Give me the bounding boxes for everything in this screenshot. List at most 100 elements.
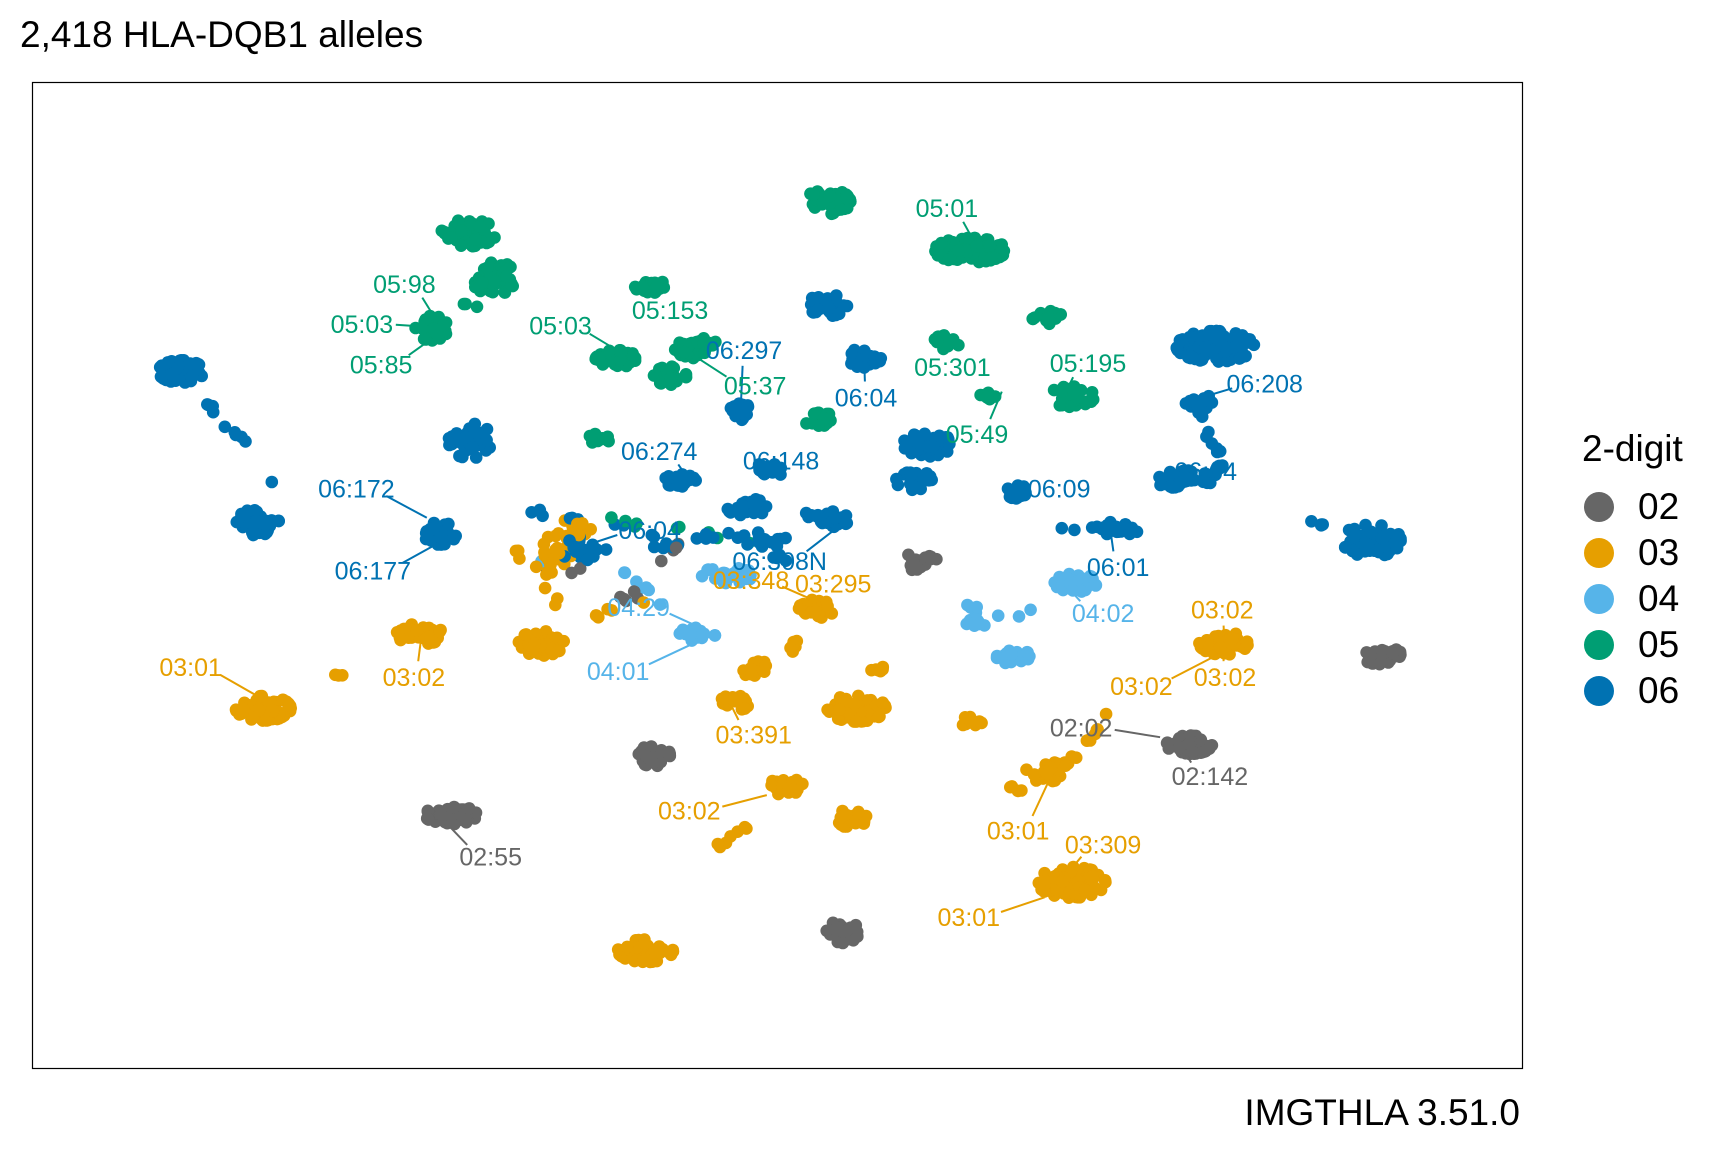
allele-point-03	[852, 805, 865, 819]
allele-point-05	[469, 233, 482, 246]
allele-point-06	[1235, 342, 1248, 356]
allele-point-06	[754, 459, 768, 472]
allele-point-02	[655, 554, 668, 568]
allele-point-03	[663, 946, 676, 959]
allele-point-03	[519, 628, 533, 641]
allele-point-05	[445, 231, 459, 244]
allele-point-05	[470, 300, 484, 314]
allele-point-06	[706, 531, 720, 544]
allele-point-03	[792, 602, 806, 615]
allele-point-06	[926, 440, 940, 453]
allele-point-06	[1011, 479, 1025, 492]
allele-label: 03:391	[715, 721, 791, 749]
allele-point-06	[822, 301, 836, 315]
allele-label: 06:208	[1226, 371, 1302, 399]
allele-point-05	[636, 280, 649, 294]
allele-point-05	[601, 430, 614, 444]
allele-point-05	[970, 240, 983, 253]
allele-label: 03:02	[1191, 597, 1254, 625]
allele-label: 06:04	[835, 385, 898, 413]
allele-point-03	[711, 837, 725, 851]
allele-point-02	[642, 752, 655, 765]
allele-point-03	[1088, 727, 1102, 741]
allele-point-04	[702, 563, 715, 576]
allele-point-05	[1055, 384, 1069, 398]
allele-point-04	[630, 575, 643, 588]
allele-point-06	[1219, 341, 1232, 354]
allele-point-06	[891, 478, 905, 492]
allele-label: 05:03	[331, 311, 394, 339]
allele-point-03	[620, 940, 634, 954]
legend-key-dot	[1584, 584, 1614, 614]
allele-point-06	[1233, 351, 1247, 365]
allele-point-02	[849, 918, 863, 932]
allele-label: 02:142	[1172, 763, 1248, 791]
allele-point-03	[552, 547, 566, 560]
allele-point-03	[872, 710, 885, 724]
allele-point-04	[708, 629, 722, 642]
allele-point-06	[1068, 523, 1081, 537]
allele-point-03	[605, 604, 618, 617]
allele-point-06	[1339, 541, 1352, 554]
allele-point-05	[427, 322, 440, 336]
allele-point-02	[627, 585, 641, 598]
allele-point-05	[488, 274, 501, 288]
allele-point-03	[727, 693, 740, 706]
allele-point-05	[942, 253, 955, 267]
allele-label: 03:02	[1194, 664, 1257, 692]
allele-label: 03:01	[159, 654, 222, 682]
label-leader-line	[385, 495, 428, 519]
allele-point-04	[723, 571, 736, 584]
allele-point-03	[1098, 874, 1112, 887]
legend-key-dot	[1584, 492, 1614, 522]
allele-point-06	[737, 407, 750, 421]
allele-label: 03:02	[1110, 673, 1173, 701]
allele-point-05	[825, 207, 838, 221]
allele-point-06	[480, 433, 493, 447]
allele-label: 05:98	[373, 271, 436, 299]
allele-point-06	[905, 446, 918, 460]
allele-point-02	[645, 740, 658, 753]
allele-point-03	[410, 624, 424, 638]
allele-point-04	[695, 627, 709, 641]
legend-item-05: 05	[1582, 622, 1683, 668]
allele-point-06	[1110, 525, 1124, 539]
allele-point-04	[1012, 610, 1026, 623]
allele-point-05	[678, 345, 691, 359]
allele-point-03	[821, 703, 834, 717]
allele-point-04	[639, 581, 653, 594]
legend-item-06: 06	[1582, 668, 1683, 714]
allele-point-05	[603, 344, 616, 358]
allele-point-05	[1066, 386, 1080, 400]
allele-point-03	[557, 634, 570, 648]
allele-point-06	[1015, 489, 1028, 503]
allele-point-03	[1225, 632, 1239, 645]
allele-point-03	[422, 630, 435, 644]
allele-point-04	[968, 619, 981, 632]
allele-label: 02:02	[1050, 714, 1113, 742]
allele-point-06	[898, 434, 911, 448]
allele-point-03	[784, 641, 797, 655]
allele-point-04	[733, 566, 746, 579]
allele-label: 05:153	[632, 297, 708, 325]
allele-point-05	[935, 236, 948, 250]
allele-point-03	[1240, 635, 1254, 648]
allele-point-06	[1211, 460, 1224, 474]
allele-point-06	[1349, 528, 1362, 542]
allele-point-06	[1192, 330, 1206, 344]
allele-point-06	[690, 532, 704, 545]
allele-point-03	[1193, 636, 1206, 650]
allele-point-06	[250, 505, 264, 519]
allele-point-02	[669, 541, 683, 555]
allele-point-02	[434, 808, 448, 821]
allele-label: 03:01	[938, 904, 1001, 932]
allele-point-03	[1055, 875, 1069, 888]
allele-point-02	[661, 746, 675, 760]
allele-point-03	[544, 558, 557, 572]
allele-point-06	[1176, 333, 1189, 346]
allele-point-02	[1375, 643, 1389, 657]
allele-point-05	[664, 371, 678, 385]
allele-label: 04:29	[607, 594, 670, 622]
label-leader-line	[1171, 656, 1213, 680]
allele-point-05	[593, 351, 606, 364]
